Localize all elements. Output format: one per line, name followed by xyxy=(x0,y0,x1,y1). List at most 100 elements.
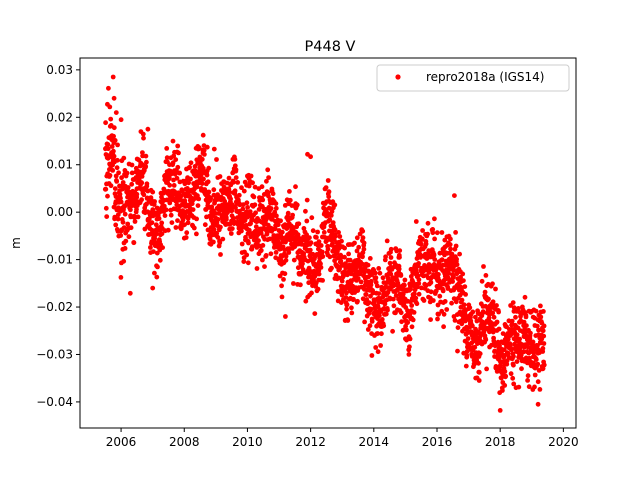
data-point xyxy=(283,253,289,259)
data-point xyxy=(177,170,183,176)
data-point xyxy=(402,277,408,283)
data-point xyxy=(215,192,221,198)
data-point xyxy=(372,270,378,276)
data-point xyxy=(295,232,301,238)
y-tick-label: 0.01 xyxy=(46,158,73,172)
data-point xyxy=(387,260,393,266)
data-point xyxy=(125,185,131,190)
data-point xyxy=(312,311,318,316)
data-point xyxy=(541,323,547,329)
y-tick-label: −0.02 xyxy=(36,300,73,314)
data-point xyxy=(139,180,145,186)
data-point xyxy=(111,95,117,101)
data-point xyxy=(108,116,114,122)
data-point xyxy=(154,274,160,280)
data-point xyxy=(185,216,191,221)
data-point xyxy=(214,157,219,162)
data-point xyxy=(115,142,120,148)
data-point xyxy=(236,192,242,198)
data-point xyxy=(465,336,471,341)
data-point xyxy=(172,171,178,177)
data-point xyxy=(150,189,156,195)
data-point xyxy=(538,314,544,320)
data-point xyxy=(405,320,411,325)
data-point xyxy=(490,310,496,316)
data-point xyxy=(242,218,248,224)
data-point xyxy=(286,250,292,255)
data-point xyxy=(139,197,145,203)
data-point xyxy=(140,131,146,137)
data-point xyxy=(416,277,422,283)
data-point xyxy=(535,401,541,407)
data-point xyxy=(534,323,540,329)
data-point xyxy=(170,160,176,166)
data-point xyxy=(113,222,119,228)
data-point xyxy=(318,243,324,248)
data-point xyxy=(105,193,110,199)
data-point xyxy=(218,224,223,230)
data-point xyxy=(308,154,313,160)
data-point xyxy=(260,243,266,248)
data-point xyxy=(360,254,365,260)
data-point xyxy=(296,221,302,227)
data-point xyxy=(239,185,244,191)
data-point xyxy=(144,181,150,187)
data-point xyxy=(217,174,223,179)
data-point xyxy=(398,310,404,316)
data-point xyxy=(415,273,421,279)
data-point xyxy=(214,231,220,236)
data-point xyxy=(352,240,357,246)
data-point xyxy=(412,291,417,297)
data-point xyxy=(283,257,289,263)
data-point xyxy=(120,219,126,225)
data-point xyxy=(540,366,546,371)
data-point xyxy=(287,189,292,194)
data-point xyxy=(514,332,520,338)
data-point xyxy=(399,319,404,325)
data-point xyxy=(307,247,313,253)
data-point xyxy=(383,254,388,260)
data-point xyxy=(532,372,538,378)
data-point xyxy=(349,310,355,316)
data-point xyxy=(411,310,417,315)
data-point xyxy=(472,344,478,350)
data-point xyxy=(139,174,145,179)
data-point xyxy=(406,352,412,357)
data-point xyxy=(337,234,343,239)
data-point xyxy=(433,288,439,294)
data-point xyxy=(358,279,364,285)
data-point xyxy=(398,273,404,278)
data-point xyxy=(483,337,489,343)
data-point xyxy=(479,278,485,284)
data-point xyxy=(326,205,332,211)
data-point xyxy=(118,233,124,238)
data-point xyxy=(229,208,235,214)
data-point xyxy=(188,160,194,166)
data-point xyxy=(344,290,349,296)
data-point xyxy=(541,362,547,368)
data-point xyxy=(226,175,232,181)
data-point xyxy=(256,207,262,212)
data-point xyxy=(345,318,351,323)
data-point xyxy=(272,209,278,215)
data-point xyxy=(226,189,232,195)
data-point xyxy=(370,290,376,296)
y-tick-label: −0.04 xyxy=(36,395,73,409)
data-point xyxy=(229,226,235,232)
data-point xyxy=(319,249,325,255)
data-point xyxy=(232,163,238,169)
data-points xyxy=(102,74,547,413)
data-point xyxy=(409,303,415,308)
data-point xyxy=(160,245,166,251)
data-point xyxy=(428,317,433,322)
data-point xyxy=(442,299,448,304)
data-point xyxy=(531,350,537,356)
y-tick-label: 0.00 xyxy=(46,205,73,219)
data-point xyxy=(309,215,315,221)
data-point xyxy=(504,358,510,364)
data-point xyxy=(167,200,173,206)
data-point xyxy=(258,230,264,236)
data-point xyxy=(362,319,367,325)
data-point xyxy=(510,300,516,305)
data-point xyxy=(410,317,416,323)
